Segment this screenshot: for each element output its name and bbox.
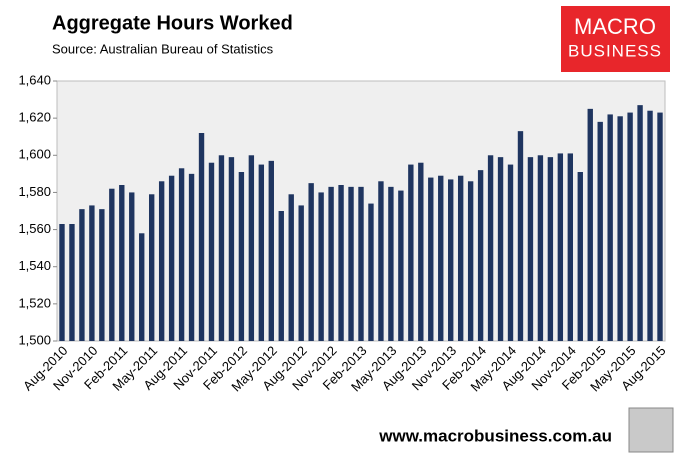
bar bbox=[637, 105, 643, 342]
chart-subtitle: Source: Australian Bureau of Statistics bbox=[52, 41, 274, 56]
bar bbox=[547, 157, 554, 341]
bar bbox=[517, 131, 524, 341]
bar bbox=[647, 110, 653, 341]
bar bbox=[288, 194, 294, 341]
bar bbox=[338, 185, 344, 341]
bar bbox=[168, 175, 175, 341]
bar bbox=[99, 209, 105, 341]
bar bbox=[507, 164, 514, 341]
bar bbox=[477, 170, 484, 341]
bar bbox=[537, 155, 544, 341]
bar bbox=[129, 192, 135, 341]
logo-box bbox=[561, 6, 670, 72]
bar bbox=[109, 188, 115, 341]
bar bbox=[497, 157, 504, 341]
bar bbox=[567, 153, 574, 341]
logo-text: BUSINESS bbox=[568, 41, 662, 60]
y-tick-label: 1,600 bbox=[18, 147, 51, 162]
bar bbox=[388, 186, 394, 341]
footer: www.macrobusiness.com.au bbox=[378, 426, 612, 445]
bar bbox=[487, 155, 494, 341]
y-tick-label: 1,500 bbox=[18, 332, 51, 347]
bar bbox=[89, 205, 95, 341]
bar bbox=[448, 179, 454, 341]
bar bbox=[457, 175, 464, 341]
bar bbox=[557, 153, 564, 341]
bar bbox=[258, 164, 265, 341]
bar bbox=[218, 155, 225, 341]
logo-text: MACRO bbox=[574, 14, 656, 39]
wolf-icon bbox=[628, 407, 674, 453]
bar bbox=[607, 114, 613, 341]
bar bbox=[428, 177, 434, 341]
bar bbox=[408, 164, 414, 341]
y-tick-label: 1,620 bbox=[18, 110, 51, 125]
bar bbox=[188, 173, 195, 341]
bar bbox=[178, 168, 185, 341]
y-tick-label: 1,580 bbox=[18, 184, 51, 199]
bar bbox=[328, 186, 334, 341]
bar bbox=[248, 155, 255, 341]
bar bbox=[158, 181, 165, 341]
bar bbox=[119, 185, 125, 341]
bar bbox=[318, 192, 324, 341]
bar bbox=[627, 112, 633, 341]
bar bbox=[139, 233, 145, 341]
y-tick-label: 1,520 bbox=[18, 295, 51, 310]
bar bbox=[278, 211, 284, 341]
bar bbox=[597, 121, 603, 341]
bar bbox=[467, 181, 474, 341]
bar bbox=[617, 116, 623, 342]
bar bbox=[527, 157, 534, 341]
bar bbox=[577, 172, 583, 341]
bar bbox=[79, 209, 85, 341]
bar bbox=[308, 183, 314, 341]
bar bbox=[208, 162, 215, 341]
y-tick-label: 1,560 bbox=[18, 221, 51, 236]
bar bbox=[418, 162, 424, 341]
bar bbox=[228, 157, 235, 341]
bar bbox=[298, 205, 304, 341]
chart-title: Aggregate Hours Worked bbox=[52, 12, 293, 34]
bar bbox=[268, 160, 274, 341]
bar bbox=[358, 186, 364, 341]
bar bbox=[59, 224, 65, 341]
bar bbox=[238, 172, 245, 341]
bar bbox=[368, 203, 374, 341]
bar bbox=[657, 112, 663, 341]
bar bbox=[198, 133, 205, 341]
y-tick-label: 1,540 bbox=[18, 258, 51, 273]
bar bbox=[398, 190, 404, 341]
y-tick-label: 1,640 bbox=[18, 72, 51, 87]
bar bbox=[378, 181, 384, 341]
bar bbox=[348, 186, 354, 341]
bar bbox=[69, 224, 75, 341]
bar bbox=[587, 108, 593, 341]
bar bbox=[438, 175, 444, 341]
bar bbox=[148, 194, 155, 341]
